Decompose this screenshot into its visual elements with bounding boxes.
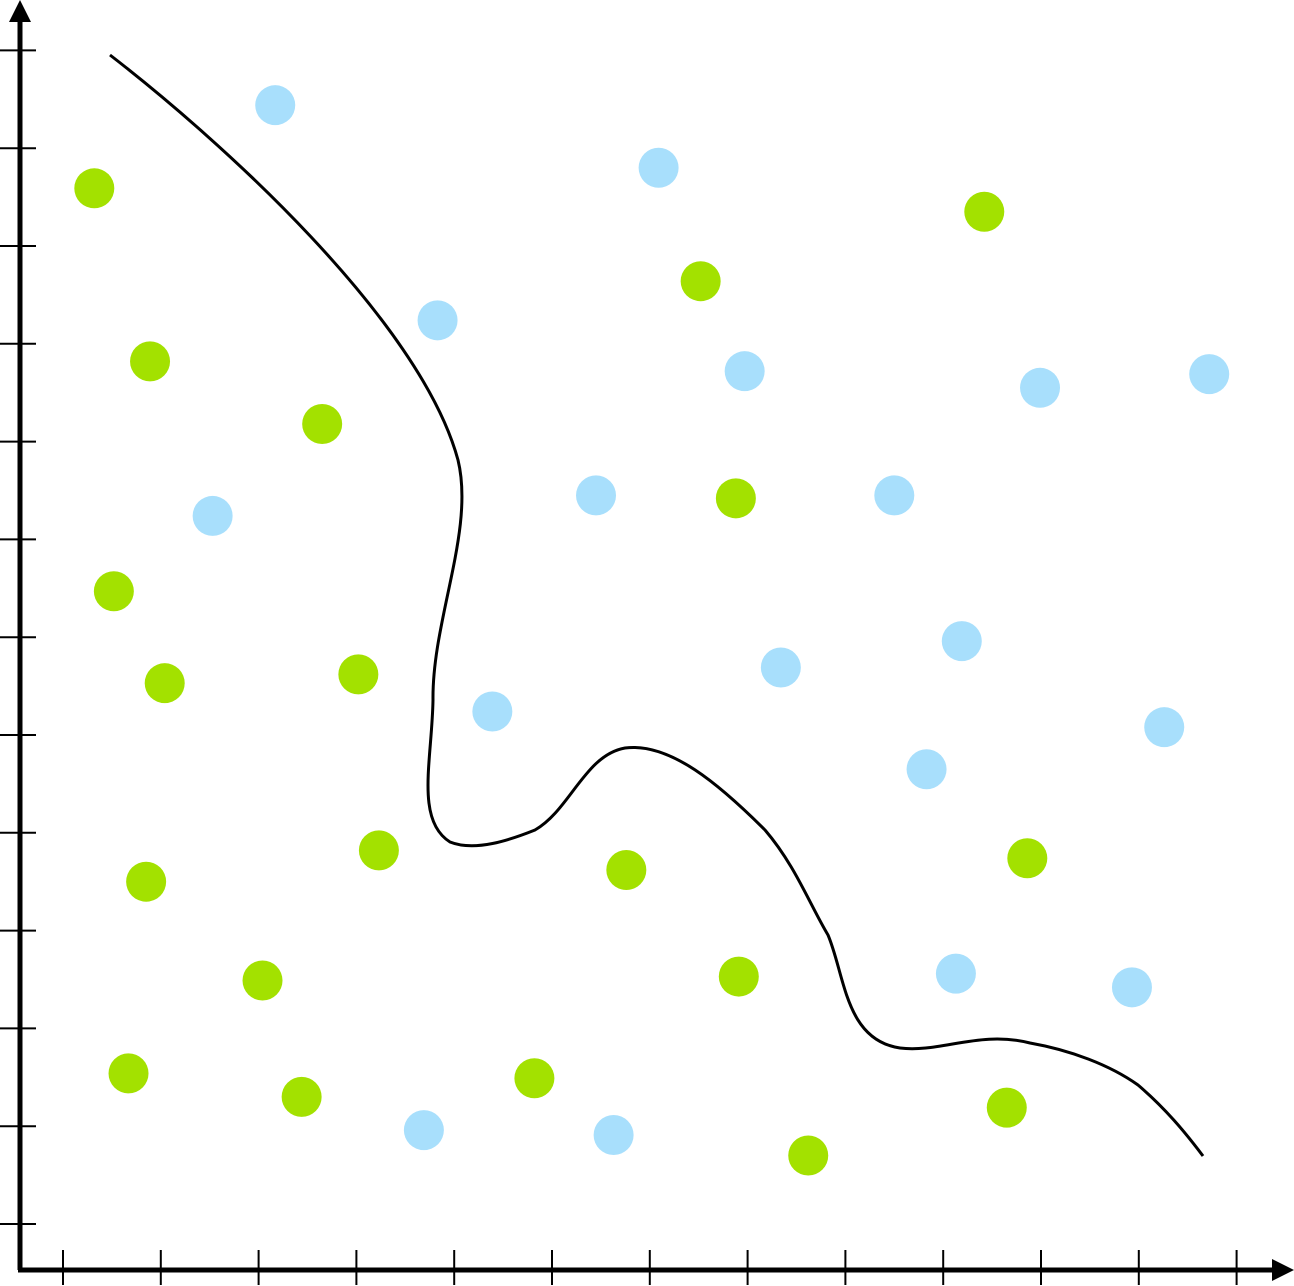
green-data-point: [242, 960, 283, 1001]
green-data-point: [964, 191, 1005, 232]
green-data-point: [281, 1076, 322, 1117]
green-data-point: [302, 403, 343, 444]
green-data-point: [1007, 838, 1048, 879]
blue-data-point: [593, 1115, 634, 1156]
y-axis-arrow-icon: [9, 0, 31, 22]
blue-data-point: [638, 147, 679, 188]
green-data-point: [358, 830, 399, 871]
green-data-point: [606, 849, 647, 890]
green-data-point: [130, 341, 171, 382]
blue-data-point: [255, 85, 296, 126]
green-data-point: [718, 956, 759, 997]
data-points: [74, 85, 1230, 1176]
blue-data-point: [874, 475, 915, 516]
blue-data-point: [724, 351, 765, 392]
green-data-point: [108, 1053, 149, 1094]
x-axis-arrow-icon: [1272, 1259, 1294, 1281]
blue-data-point: [1111, 967, 1152, 1008]
green-data-point: [338, 654, 379, 695]
blue-data-point: [1189, 354, 1230, 395]
blue-data-point: [935, 953, 976, 994]
blue-data-point: [941, 621, 982, 662]
green-data-point: [514, 1058, 555, 1099]
blue-data-point: [192, 495, 233, 536]
blue-data-point: [906, 749, 947, 790]
blue-data-point: [576, 475, 617, 516]
decision-boundary: [109, 53, 1205, 1157]
green-data-point: [93, 571, 134, 612]
green-data-point: [680, 261, 721, 302]
green-data-point: [126, 861, 167, 902]
blue-data-point: [403, 1110, 444, 1151]
green-data-point: [144, 663, 185, 704]
blue-data-point: [1144, 707, 1185, 748]
blue-data-point: [760, 647, 801, 688]
green-data-point: [74, 168, 115, 209]
axis-ticks: [0, 49, 1238, 1285]
blue-data-point: [472, 691, 513, 732]
blue-data-point: [1020, 367, 1061, 408]
green-data-point: [715, 478, 756, 519]
blue-data-point: [417, 300, 458, 341]
green-data-point: [986, 1087, 1027, 1128]
green-data-point: [788, 1135, 829, 1176]
